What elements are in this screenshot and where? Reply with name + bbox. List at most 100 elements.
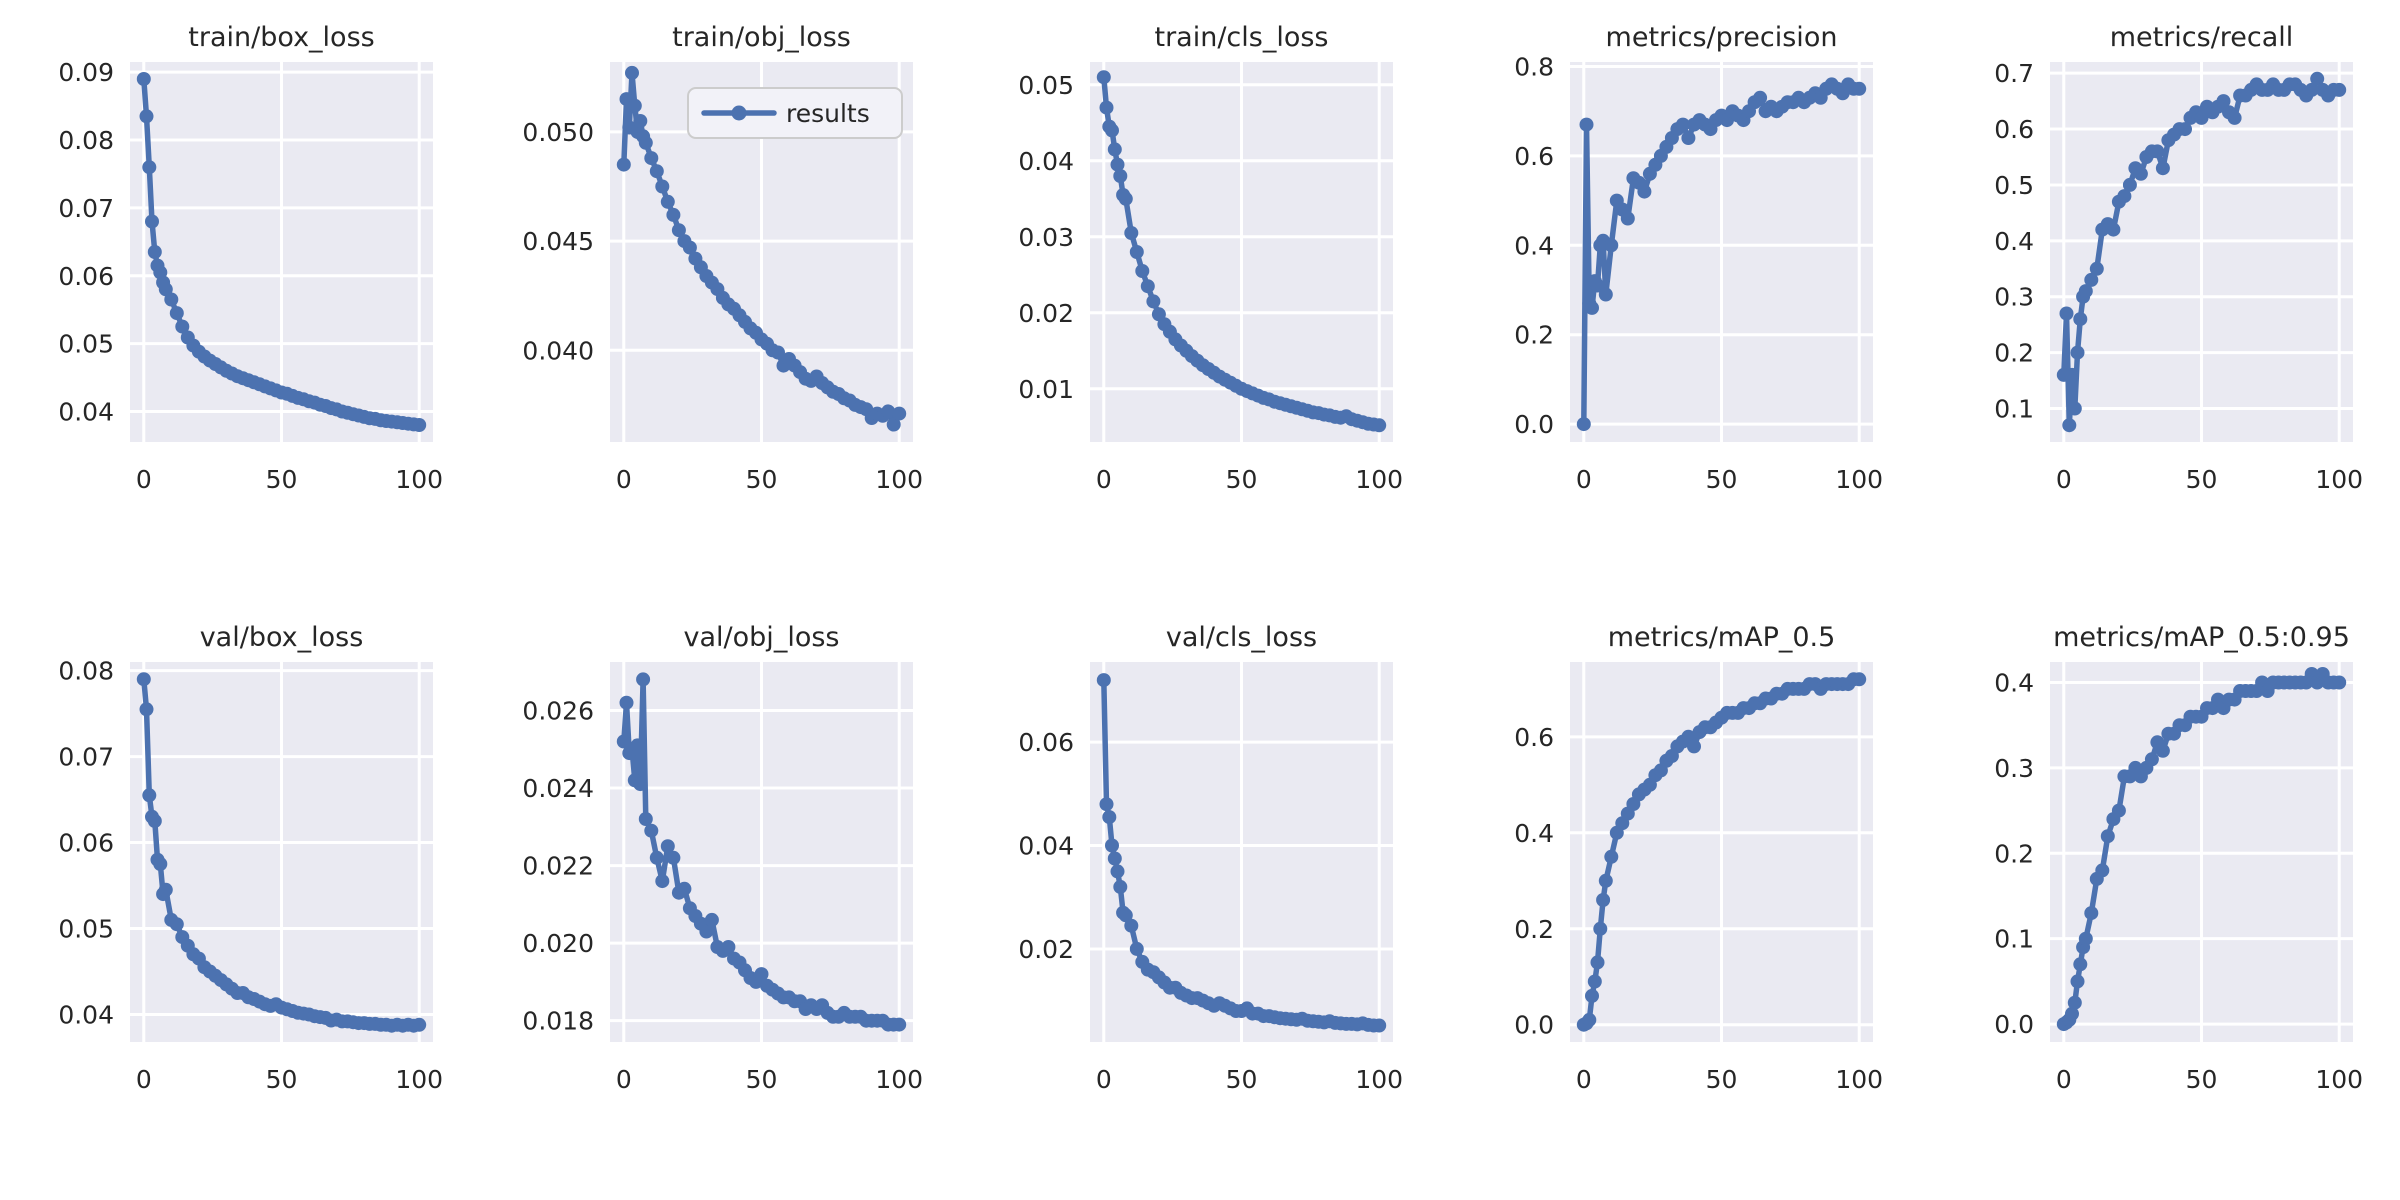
data-point <box>142 788 157 803</box>
data-point <box>886 417 901 432</box>
data-point <box>881 404 896 419</box>
y-tick-label: 0.3 <box>1994 754 2034 783</box>
data-point <box>2155 161 2170 176</box>
data-point <box>2144 752 2159 767</box>
y-tick-label: 0.07 <box>58 194 114 223</box>
x-tick-label: 100 <box>875 1065 923 1094</box>
x-tick-label: 100 <box>1835 465 1883 494</box>
y-tick-label: 0.2 <box>1994 839 2034 868</box>
data-point <box>1107 851 1122 866</box>
x-tick-label: 0 <box>1096 465 1112 494</box>
y-tick-label: 0.024 <box>522 774 594 803</box>
data-point <box>2095 863 2110 878</box>
x-tick-label: 100 <box>1355 465 1403 494</box>
subplot-train-cls-loss: train/cls_loss 0 50 100 0.01 0.02 0.03 0.04 0.0… <box>960 0 1440 600</box>
plot-title: val/obj_loss <box>683 622 840 653</box>
data-point <box>649 850 664 865</box>
subplot-metrics-map50-95: metrics/mAP_0.5:0.95 0 50 100 0.0 0.1 0.2 0.3 0… <box>1920 600 2400 1200</box>
plot-canvas-val-box-loss: 0 50 100 0.04 0.05 0.06 0.07 0.08 <box>58 657 443 1094</box>
data-point <box>2111 803 2126 818</box>
data-point <box>655 179 670 194</box>
data-point <box>2178 122 2192 137</box>
y-tick-label: 0.6 <box>1514 723 1554 752</box>
data-point <box>1637 184 1652 199</box>
x-tick-label: 0 <box>136 1065 152 1094</box>
x-tick-label: 50 <box>1706 465 1738 494</box>
x-tick-label: 0 <box>136 465 152 494</box>
data-point <box>666 850 681 865</box>
data-point <box>2078 284 2093 299</box>
subplot-val-cls-loss: val/cls_loss 0 50 100 0.02 0.04 0.06 <box>960 600 1440 1200</box>
y-tick-label: 0.03 <box>1018 223 1074 252</box>
y-tick-label: 0.02 <box>1018 935 1074 964</box>
x-tick-label: 0 <box>616 465 632 494</box>
plot-canvas-val-cls-loss: 0 50 100 0.02 0.04 0.06 <box>1018 662 1403 1094</box>
y-tick-label: 0.06 <box>58 829 114 858</box>
data-point <box>1576 417 1591 432</box>
data-point <box>644 151 659 166</box>
y-tick-label: 0.2 <box>1514 915 1554 944</box>
data-point <box>1124 226 1139 240</box>
data-point <box>1107 142 1122 157</box>
y-tick-label: 0.3 <box>1994 283 2034 312</box>
y-tick-label: 0.02 <box>1018 299 1074 328</box>
data-point <box>2310 71 2325 86</box>
data-point <box>147 814 162 828</box>
data-point <box>2073 312 2088 327</box>
data-point <box>1140 279 1155 294</box>
data-point <box>412 418 427 432</box>
data-point <box>1110 864 1125 879</box>
y-tick-label: 0.0 <box>1514 410 1554 439</box>
x-tick-label: 50 <box>746 1065 778 1094</box>
x-tick-label: 50 <box>746 465 778 494</box>
data-point <box>2227 110 2242 125</box>
data-point <box>1582 1012 1597 1027</box>
y-tick-label: 0.2 <box>1514 321 1554 350</box>
subplot-val-box-loss: val/box_loss 0 50 100 0.04 0.05 0.06 0.07 0.08 <box>0 600 480 1200</box>
y-tick-label: 0.04 <box>1018 832 1074 861</box>
data-point <box>1587 974 1602 989</box>
y-tick-label: 0.04 <box>1018 147 1074 176</box>
data-point <box>666 207 681 222</box>
data-point <box>2084 906 2099 921</box>
data-point <box>2089 261 2104 276</box>
data-point <box>630 738 645 753</box>
subplot-metrics-precision: metrics/precision 0 50 100 0.0 0.2 0.4 0.6 0.8 <box>1440 0 1920 600</box>
data-point <box>638 135 653 150</box>
y-tick-label: 0.1 <box>1994 394 2034 423</box>
data-point <box>1099 100 1114 115</box>
data-point <box>1110 157 1125 172</box>
data-point <box>704 912 719 927</box>
y-tick-label: 0.5 <box>1994 171 2034 200</box>
data-point <box>1096 70 1111 85</box>
data-point <box>1604 849 1619 864</box>
y-tick-label: 0.8 <box>1514 52 1554 81</box>
y-tick-label: 0.045 <box>522 227 594 256</box>
plot-title: val/cls_loss <box>1165 622 1318 653</box>
data-point <box>2194 110 2209 125</box>
y-tick-label: 0.0 <box>1994 1010 2034 1039</box>
data-point <box>139 109 154 124</box>
data-point <box>2065 367 2079 382</box>
data-point <box>1590 955 1605 970</box>
plot-title: train/obj_loss <box>672 22 851 53</box>
plot-title: metrics/recall <box>2109 22 2294 53</box>
y-tick-label: 0.08 <box>58 126 114 155</box>
y-tick-label: 0.2 <box>1994 339 2034 368</box>
data-point <box>636 672 651 687</box>
y-tick-label: 0.018 <box>522 1007 594 1036</box>
plot-canvas-train-obj-loss: 0 50 100 0.040 0.045 0.050 results <box>522 62 923 494</box>
plot-title: train/box_loss <box>188 22 375 53</box>
data-point <box>892 1017 907 1032</box>
data-point <box>2106 222 2121 237</box>
y-tick-label: 0.040 <box>522 336 594 365</box>
plot-canvas-val-obj-loss: 0 50 100 0.018 0.020 0.022 0.024 0.026 <box>522 662 923 1094</box>
data-point <box>1099 797 1114 812</box>
data-point <box>145 214 159 229</box>
data-point <box>1753 90 1768 105</box>
data-point <box>2332 675 2347 690</box>
data-point <box>1372 1018 1387 1033</box>
y-tick-label: 0.4 <box>1514 231 1554 260</box>
x-tick-label: 100 <box>2315 1065 2363 1094</box>
x-tick-label: 50 <box>1226 465 1258 494</box>
